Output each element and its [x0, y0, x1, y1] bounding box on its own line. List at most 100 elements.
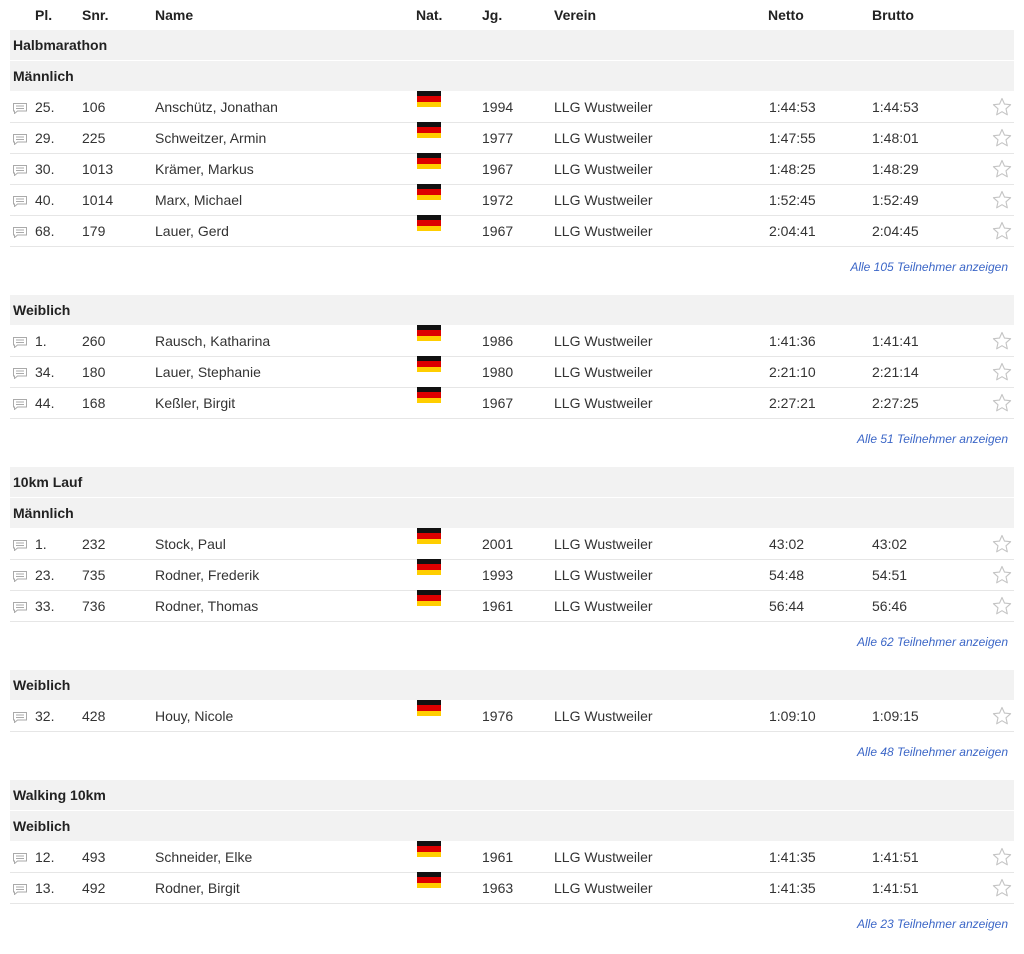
cell-pl: 33. — [35, 598, 55, 614]
star-icon[interactable] — [992, 534, 1012, 554]
race-title: Walking 10km — [10, 780, 1014, 810]
cell-brutto: 1:52:49 — [872, 192, 919, 208]
cell-name: Rodner, Thomas — [155, 598, 259, 614]
star-icon[interactable] — [992, 362, 1012, 382]
comment-icon[interactable] — [13, 882, 27, 896]
show-all-participants-link[interactable]: Alle 23 Teilnehmer anzeigen — [857, 917, 1008, 931]
comment-icon[interactable] — [13, 851, 27, 865]
cell-brutto: 1:41:51 — [872, 849, 919, 865]
cell-jg: 1980 — [482, 364, 514, 380]
table-row[interactable]: 44. 168 Keßler, Birgit 1967 LLG Wustweiler 2:… — [10, 387, 1014, 419]
header-netto[interactable]: Netto — [768, 7, 804, 23]
star-icon[interactable] — [992, 393, 1012, 413]
star-icon[interactable] — [992, 97, 1012, 117]
table-row[interactable]: 40. 1014 Marx, Michael 1972 LLG Wustweiler 1:… — [10, 184, 1014, 216]
table-header: Pl. Snr. Name Nat. Jg. Verein Netto Brut… — [0, 0, 1024, 30]
comment-icon[interactable] — [13, 163, 27, 177]
flag-germany-icon — [417, 325, 441, 341]
cell-name: Lauer, Gerd — [155, 223, 229, 239]
table-row[interactable]: 1. 232 Stock, Paul 2001 LLG Wustweiler 43:02 4… — [10, 528, 1014, 560]
star-icon[interactable] — [992, 331, 1012, 351]
cell-verein: LLG Wustweiler — [554, 880, 653, 896]
cell-verein: LLG Wustweiler — [554, 223, 653, 239]
comment-icon[interactable] — [13, 132, 27, 146]
cell-name: Schneider, Elke — [155, 849, 253, 865]
cell-netto: 2:04:41 — [769, 223, 816, 239]
cell-brutto: 2:21:14 — [872, 364, 919, 380]
comment-icon[interactable] — [13, 366, 27, 380]
comment-icon[interactable] — [13, 101, 27, 115]
cell-brutto: 1:41:51 — [872, 880, 919, 896]
cell-netto: 43:02 — [769, 536, 805, 552]
cell-netto: 2:27:21 — [769, 395, 816, 411]
comment-icon[interactable] — [13, 194, 27, 208]
table-row[interactable]: 33. 736 Rodner, Thomas 1961 LLG Wustweiler 56… — [10, 590, 1014, 622]
cell-name: Rausch, Katharina — [155, 333, 271, 349]
header-verein[interactable]: Verein — [554, 7, 597, 23]
comment-icon[interactable] — [13, 225, 27, 239]
star-icon[interactable] — [992, 878, 1012, 898]
comment-icon[interactable] — [13, 710, 27, 724]
race-title: Halbmarathon — [10, 30, 1014, 60]
table-row[interactable]: 12. 493 Schneider, Elke 1961 LLG Wustweiler 1… — [10, 841, 1014, 873]
header-nat[interactable]: Nat. — [416, 7, 443, 23]
cell-pl: 40. — [35, 192, 55, 208]
comment-icon[interactable] — [13, 600, 27, 614]
header-brutto[interactable]: Brutto — [872, 7, 914, 23]
flag-germany-icon — [417, 528, 441, 544]
show-all-participants-link[interactable]: Alle 51 Teilnehmer anzeigen — [857, 432, 1008, 446]
cell-name: Marx, Michael — [155, 192, 243, 208]
cell-brutto: 56:46 — [872, 598, 908, 614]
cell-pl: 25. — [35, 99, 55, 115]
star-icon[interactable] — [992, 847, 1012, 867]
star-icon[interactable] — [992, 706, 1012, 726]
cell-jg: 2001 — [482, 536, 514, 552]
cell-verein: LLG Wustweiler — [554, 598, 653, 614]
cell-verein: LLG Wustweiler — [554, 130, 653, 146]
table-row[interactable]: 32. 428 Houy, Nicole 1976 LLG Wustweiler 1:09… — [10, 700, 1014, 732]
star-icon[interactable] — [992, 128, 1012, 148]
cell-verein: LLG Wustweiler — [554, 567, 653, 583]
header-name[interactable]: Name — [155, 7, 194, 23]
star-icon[interactable] — [992, 221, 1012, 241]
flag-germany-icon — [417, 841, 441, 857]
table-row[interactable]: 1. 260 Rausch, Katharina 1986 LLG Wustweiler… — [10, 325, 1014, 357]
cell-brutto: 54:51 — [872, 567, 908, 583]
cell-snr: 1014 — [82, 192, 114, 208]
cell-verein: LLG Wustweiler — [554, 849, 653, 865]
star-icon[interactable] — [992, 565, 1012, 585]
table-row[interactable]: 25. 106 Anschütz, Jonathan 1994 LLG Wustweil… — [10, 91, 1014, 123]
cell-brutto: 1:48:01 — [872, 130, 919, 146]
table-row[interactable]: 23. 735 Rodner, Frederik 1993 LLG Wustweiler… — [10, 559, 1014, 591]
comment-icon[interactable] — [13, 397, 27, 411]
table-row[interactable]: 13. 492 Rodner, Birgit 1963 LLG Wustweiler 1:… — [10, 872, 1014, 904]
gender-group-label: Weiblich — [13, 818, 71, 834]
cell-pl: 68. — [35, 223, 55, 239]
comment-icon[interactable] — [13, 335, 27, 349]
cell-brutto: 1:41:41 — [872, 333, 919, 349]
cell-name: Houy, Nicole — [155, 708, 234, 724]
comment-icon[interactable] — [13, 538, 27, 552]
cell-netto: 1:41:36 — [769, 333, 816, 349]
gender-group-header: Weiblich — [10, 811, 1014, 841]
table-row[interactable]: 30. 1013 Krämer, Markus 1967 LLG Wustweiler 1… — [10, 153, 1014, 185]
table-row[interactable]: 29. 225 Schweitzer, Armin 1977 LLG Wustweile… — [10, 122, 1014, 154]
cell-snr: 168 — [82, 395, 106, 411]
table-row[interactable]: 68. 179 Lauer, Gerd 1967 LLG Wustweiler 2:04:… — [10, 215, 1014, 247]
header-snr[interactable]: Snr. — [82, 7, 109, 23]
cell-netto: 1:44:53 — [769, 99, 816, 115]
show-all-participants-link[interactable]: Alle 48 Teilnehmer anzeigen — [857, 745, 1008, 759]
star-icon[interactable] — [992, 190, 1012, 210]
cell-netto: 1:41:35 — [769, 880, 816, 896]
show-all-participants-link[interactable]: Alle 105 Teilnehmer anzeigen — [850, 260, 1008, 274]
table-row[interactable]: 34. 180 Lauer, Stephanie 1980 LLG Wustweiler… — [10, 356, 1014, 388]
comment-icon[interactable] — [13, 569, 27, 583]
header-jg[interactable]: Jg. — [482, 7, 503, 23]
show-all-participants-link[interactable]: Alle 62 Teilnehmer anzeigen — [857, 635, 1008, 649]
star-icon[interactable] — [992, 159, 1012, 179]
cell-jg: 1976 — [482, 708, 514, 724]
cell-brutto: 1:09:15 — [872, 708, 919, 724]
star-icon[interactable] — [992, 596, 1012, 616]
header-pl[interactable]: Pl. — [35, 7, 53, 23]
cell-snr: 428 — [82, 708, 106, 724]
